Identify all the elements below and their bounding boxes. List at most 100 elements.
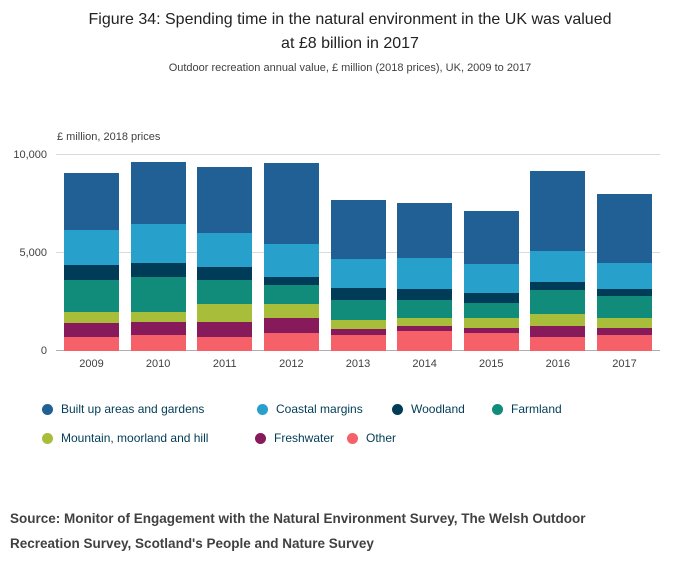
source-note: Source: Monitor of Engagement with the N… <box>10 511 586 551</box>
bar-segment <box>597 335 652 351</box>
bar-segment <box>530 325 586 338</box>
legend-label: Woodland <box>411 402 465 416</box>
bar-segment <box>64 264 119 281</box>
legend-item: Mountain, moorland and hill <box>42 431 255 445</box>
bar-segment <box>597 289 652 297</box>
legend-marker-icon <box>42 403 53 415</box>
bar-segment <box>263 276 319 286</box>
bar-segment <box>263 244 319 277</box>
bar-segment <box>197 337 253 351</box>
bar-segment <box>397 300 453 318</box>
x-axis-tick-label: 2012 <box>279 358 304 370</box>
chart-subtitle: Outdoor recreation annual value, £ milli… <box>168 62 532 74</box>
x-axis-tick-label: 2017 <box>612 358 637 370</box>
legend-label: Built up areas and gardens <box>61 402 205 416</box>
bar-2009 <box>64 172 119 351</box>
bar-segment <box>130 321 186 336</box>
bar-segment <box>397 331 453 351</box>
bar-segment <box>330 319 386 330</box>
bar-segment <box>330 300 386 320</box>
bar-2012 <box>263 162 319 351</box>
bar-segment <box>330 335 386 351</box>
gridline <box>56 154 660 155</box>
legend-row: Built up areas and gardens Coastal margin… <box>42 402 682 416</box>
y-axis-unit-label: £ million, 2018 prices <box>57 131 161 143</box>
legend-item: Freshwater <box>255 431 347 445</box>
legend-row: Mountain, moorland and hill Freshwater Oth… <box>42 431 682 445</box>
bar-segment <box>330 258 386 289</box>
bar-segment <box>530 282 586 291</box>
legend-marker-icon <box>257 403 268 415</box>
bar-segment <box>463 327 519 334</box>
legend-label: Farmland <box>511 402 562 416</box>
bar-segment <box>597 262 652 290</box>
bar-segment <box>397 289 453 301</box>
y-axis: 0 5,000 10,000 <box>0 149 47 357</box>
bar-2011 <box>197 166 253 351</box>
y-axis-tick-label: 0 <box>40 345 47 357</box>
bar-segment <box>597 296 652 318</box>
bar-segment <box>130 311 186 322</box>
bar-segment <box>64 229 119 265</box>
bar-segment <box>530 251 586 283</box>
bar-2017 <box>597 194 652 351</box>
bar-segment <box>197 280 253 304</box>
bar-segment <box>530 337 586 351</box>
bar-segment <box>263 285 319 304</box>
bar-segment <box>64 172 119 230</box>
legend-label: Freshwater <box>274 431 335 445</box>
bar-segment <box>263 303 319 318</box>
bar-segment <box>397 317 453 326</box>
bar-segment <box>330 200 386 259</box>
legend-item: Coastal margins <box>257 402 392 416</box>
x-axis-tick-label: 2013 <box>345 358 371 370</box>
bar-segment <box>397 203 453 258</box>
bar-segment <box>463 333 519 351</box>
legend-marker-icon <box>42 432 53 444</box>
bar-segment <box>130 276 186 312</box>
legend-marker-icon <box>492 403 503 415</box>
bar-segment <box>263 333 319 351</box>
bar-segment <box>197 233 253 267</box>
legend-item: Built up areas and gardens <box>42 402 257 416</box>
bar-segment <box>597 194 652 263</box>
bar-segment <box>130 223 186 263</box>
bar-segment <box>463 293 519 304</box>
x-axis-tick-label: 2015 <box>479 358 504 370</box>
legend-item: Woodland <box>392 402 492 416</box>
bar-segment <box>64 311 119 323</box>
legend-item: Farmland <box>492 402 562 416</box>
bar-segment <box>330 329 386 336</box>
legend-item: Other <box>347 431 396 445</box>
bar-segment <box>197 166 253 234</box>
bar-segment <box>463 210 519 264</box>
x-axis-tick-label: 2010 <box>145 358 171 370</box>
x-axis-labels: 2009 2010 2011 2012 2013 2014 2015 2016 2017 <box>56 358 660 370</box>
x-axis-tick-label: 2016 <box>545 358 571 370</box>
bar-segment <box>530 290 586 314</box>
legend-label: Coastal margins <box>276 402 363 416</box>
legend-marker-icon <box>255 432 266 444</box>
bar-segment <box>397 257 453 290</box>
bar-2010 <box>130 161 186 351</box>
bar-segment <box>530 313 586 326</box>
legend-label: Other <box>366 431 397 445</box>
bar-segment <box>463 263 519 294</box>
bar-segment <box>263 317 319 334</box>
bar-segment <box>197 266 253 281</box>
bar-segment <box>597 327 652 336</box>
bar-segment <box>330 288 386 301</box>
bar-segment <box>397 325 453 332</box>
bar-2013 <box>330 200 386 351</box>
bar-2015 <box>463 210 519 351</box>
bar-segment <box>530 170 586 252</box>
plot-area <box>56 154 660 351</box>
x-axis-tick-label: 2014 <box>412 358 437 370</box>
bar-2014 <box>397 203 453 351</box>
bar-segment <box>263 162 319 245</box>
bar-segment <box>64 337 119 351</box>
legend: Built up areas and gardens Coastal margin… <box>42 402 682 460</box>
legend-marker-icon <box>347 432 358 444</box>
bar-segment <box>130 262 186 277</box>
